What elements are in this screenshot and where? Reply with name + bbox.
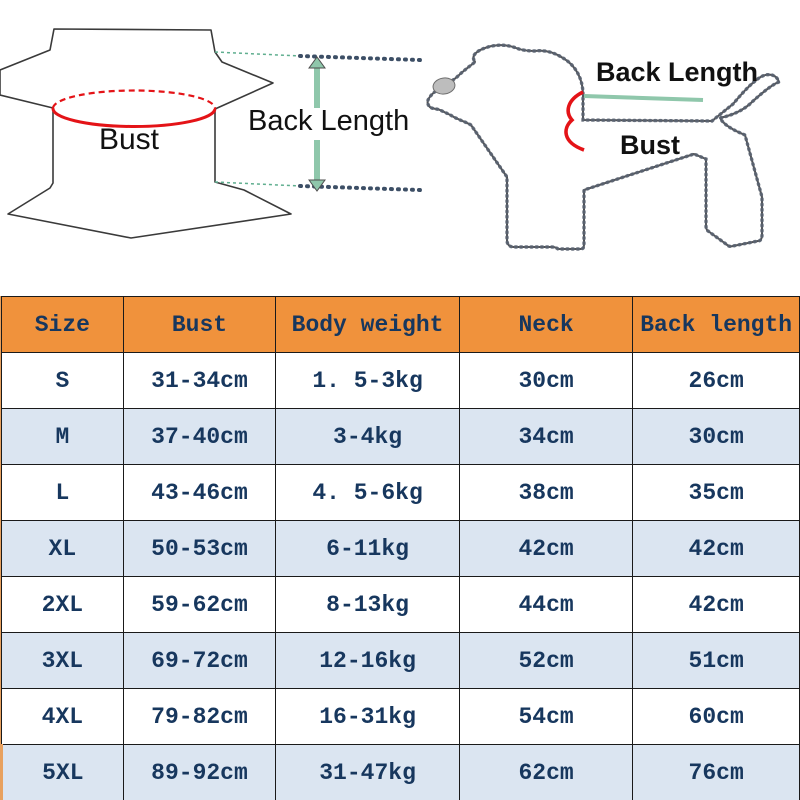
svg-text:Back Length: Back Length	[248, 105, 409, 137]
svg-text:Bust: Bust	[99, 123, 160, 156]
svg-text:Back Length: Back Length	[596, 57, 758, 87]
svg-text:Bust: Bust	[620, 130, 680, 160]
